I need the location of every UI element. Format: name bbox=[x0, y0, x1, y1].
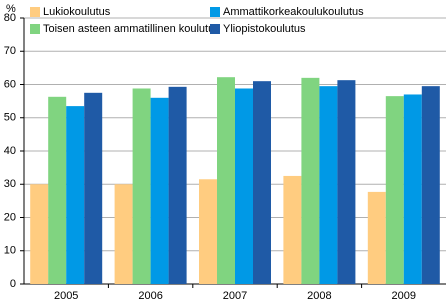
legend-label: Toisen asteen ammatillinen koulutus bbox=[43, 23, 220, 35]
y-tick-label: 0 bbox=[10, 278, 16, 290]
x-tick-label: 2008 bbox=[307, 290, 331, 302]
legend-label: Ammattikorkeakoulukoulutus bbox=[223, 6, 364, 18]
y-tick-label: 60 bbox=[4, 78, 16, 90]
x-tick-label: 2009 bbox=[392, 290, 416, 302]
y-axis-label: % bbox=[6, 3, 16, 15]
legend-swatch bbox=[210, 7, 220, 17]
bar bbox=[403, 94, 422, 284]
legend-swatch bbox=[210, 24, 220, 34]
bar bbox=[30, 184, 49, 284]
y-tick-label: 30 bbox=[4, 178, 16, 190]
x-tick-label: 2007 bbox=[223, 290, 247, 302]
bar bbox=[217, 77, 235, 284]
x-tick-label: 2005 bbox=[54, 290, 78, 302]
y-tick-label: 50 bbox=[4, 112, 16, 124]
legend-swatch bbox=[30, 7, 40, 17]
bar bbox=[337, 80, 356, 285]
bar bbox=[132, 88, 151, 285]
bar bbox=[385, 96, 404, 284]
bar bbox=[150, 97, 169, 284]
bar bbox=[253, 81, 271, 284]
bar bbox=[283, 175, 302, 284]
y-tick-label: 10 bbox=[4, 245, 16, 257]
legend-swatch bbox=[30, 24, 40, 34]
bar bbox=[199, 179, 217, 284]
y-tick-label: 80 bbox=[4, 12, 16, 24]
x-tick-label: 2006 bbox=[138, 290, 162, 302]
bar bbox=[235, 88, 253, 285]
bar bbox=[114, 184, 133, 284]
bar bbox=[367, 191, 386, 284]
legend-label: Yliopistokoulutus bbox=[223, 23, 306, 35]
y-tick-label: 20 bbox=[4, 211, 16, 223]
bar bbox=[48, 96, 67, 285]
y-tick-label: 40 bbox=[4, 145, 16, 157]
legend-label: Lukiokoulutus bbox=[43, 6, 111, 18]
bar bbox=[66, 106, 85, 284]
bar bbox=[319, 86, 338, 284]
bar bbox=[421, 86, 440, 284]
y-tick-label: 70 bbox=[4, 45, 16, 57]
bar bbox=[301, 77, 320, 284]
bar bbox=[168, 86, 187, 284]
bar bbox=[84, 92, 103, 284]
